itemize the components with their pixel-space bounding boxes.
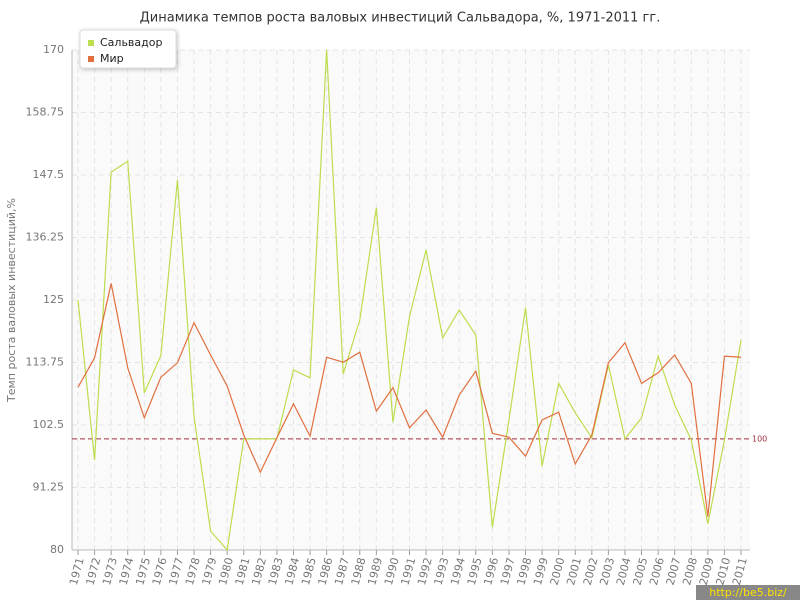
reference-label: 100 — [752, 434, 767, 443]
legend-box — [79, 29, 177, 69]
y-tick-label: 170 — [43, 43, 64, 56]
y-tick-label: 158.75 — [26, 106, 65, 119]
watermark: http://be5.biz/ — [709, 586, 787, 599]
legend-label: Сальвадор — [100, 36, 162, 49]
watermark-bg — [696, 585, 800, 600]
series-line — [77, 49, 742, 552]
y-tick-label: 102.5 — [33, 418, 65, 431]
y-tick-label: 136.25 — [26, 231, 65, 244]
chart-title: Динамика темпов роста валовых инвестиций… — [140, 11, 661, 26]
y-tick-label: 125 — [43, 293, 64, 306]
legend-swatch — [88, 56, 94, 62]
y-tick-label: 80 — [50, 543, 64, 556]
y-axis-title: Темп роста валовых инвестиций,% — [5, 198, 18, 403]
y-tick-label: 147.5 — [33, 168, 65, 181]
legend-swatch — [88, 40, 94, 46]
legend-label: Мир — [100, 52, 124, 65]
series-line — [77, 283, 742, 517]
y-tick-label: 113.75 — [26, 356, 65, 369]
y-tick-label: 91.25 — [33, 481, 65, 494]
